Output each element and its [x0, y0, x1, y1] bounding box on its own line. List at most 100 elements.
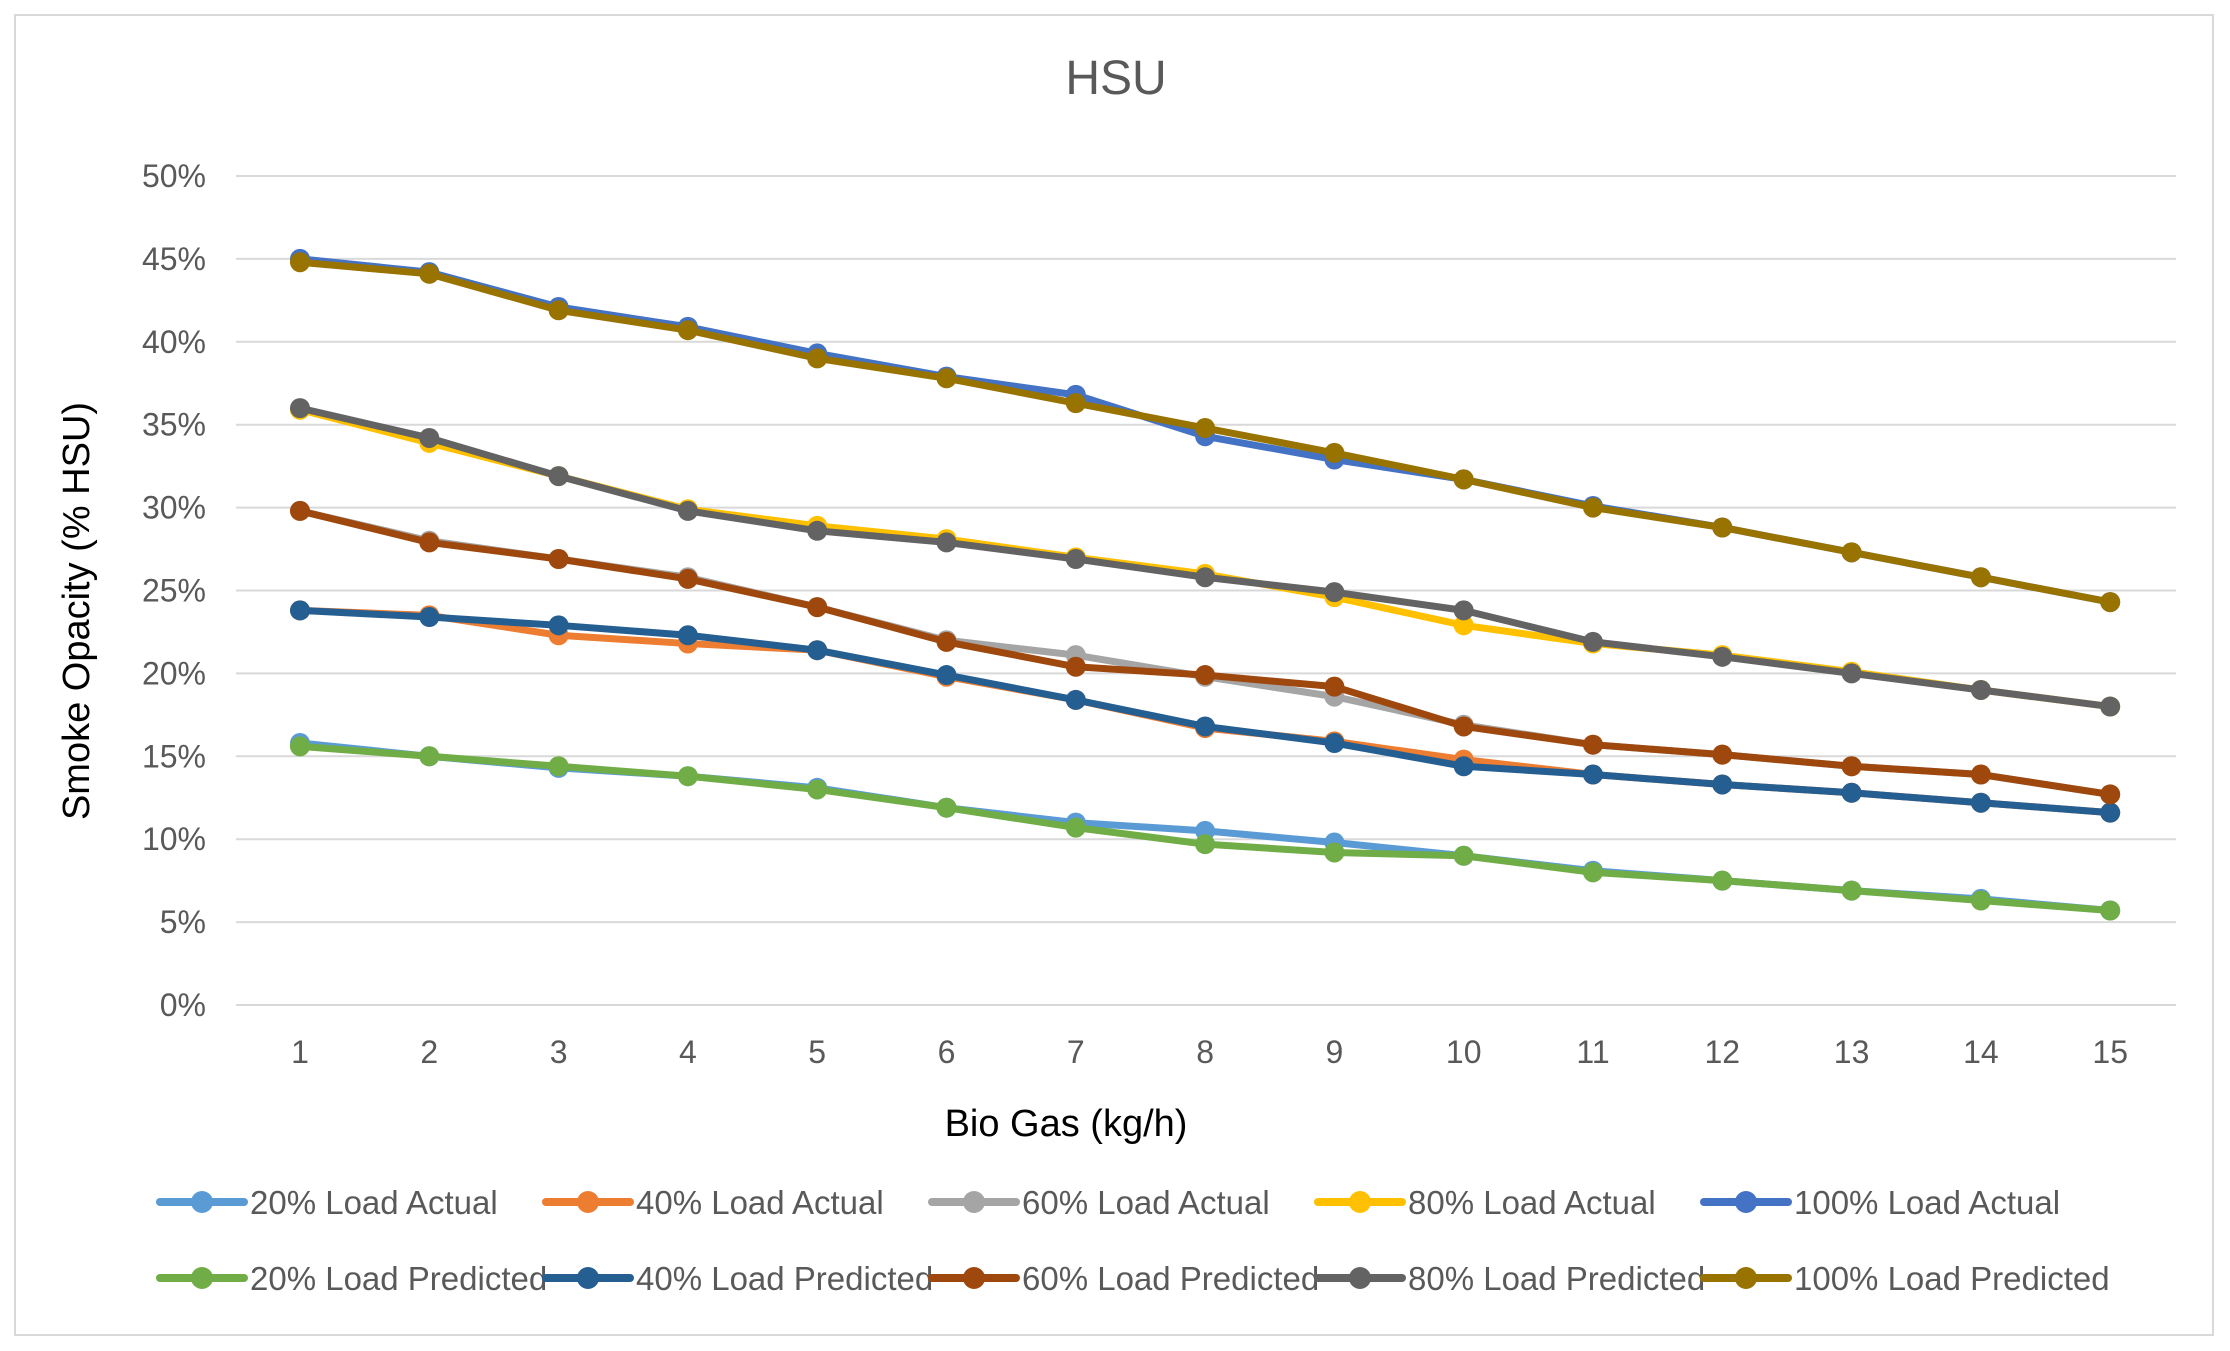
legend-swatch-marker [577, 1267, 599, 1289]
x-tick-label: 5 [808, 1034, 826, 1070]
y-tick-label: 20% [142, 655, 206, 691]
data-point [419, 607, 440, 628]
data-point [1453, 615, 1474, 636]
legend-item: 80% Load Actual [1314, 1184, 1656, 1221]
data-point [419, 263, 440, 284]
legend-label: 40% Load Actual [636, 1184, 884, 1221]
data-point [1324, 442, 1345, 463]
data-point [290, 736, 310, 757]
y-axis-title: Smoke Opacity (% HSU) [56, 402, 98, 820]
legend-item: 20% Load Predicted [156, 1260, 547, 1297]
x-tick-label: 4 [679, 1034, 697, 1070]
data-point [419, 532, 440, 553]
data-point [1970, 679, 1991, 700]
data-point [807, 520, 828, 541]
legend-item: 40% Load Predicted [542, 1260, 933, 1297]
data-point [1065, 689, 1086, 710]
data-point [1712, 744, 1733, 765]
data-point [1195, 834, 1216, 855]
data-point [1195, 567, 1216, 588]
data-point [936, 797, 957, 818]
x-tick-label: 14 [1963, 1034, 1999, 1070]
legend-item: 60% Load Predicted [928, 1260, 1319, 1297]
data-point [1970, 567, 1991, 588]
y-tick-label: 5% [160, 904, 206, 940]
data-point [1583, 734, 1603, 755]
y-tick-label: 10% [142, 821, 206, 857]
x-axis-ticks: 1 2 3 4 5 6 7 8 9 10 11 12 13 14 15 [291, 1034, 2128, 1070]
data-point [807, 640, 828, 661]
legend-swatch-marker [963, 1191, 985, 1213]
series-80-load-predicted [290, 398, 2121, 717]
data-point [677, 500, 698, 521]
data-point [1583, 862, 1603, 883]
data-point [677, 625, 698, 646]
data-point [1841, 542, 1862, 563]
y-tick-label: 30% [142, 490, 206, 526]
data-point [807, 348, 828, 369]
y-tick-label: 40% [142, 324, 206, 360]
data-point [290, 600, 310, 621]
data-point [419, 746, 440, 767]
data-point [1453, 716, 1474, 737]
data-point [677, 766, 698, 787]
legend-label: 20% Load Predicted [250, 1260, 547, 1297]
data-point [2100, 784, 2121, 805]
legend-label: 100% Load Actual [1794, 1184, 2060, 1221]
legend-swatch-marker [1349, 1191, 1371, 1213]
x-tick-label: 3 [550, 1034, 568, 1070]
data-point [1583, 631, 1603, 652]
data-point [1712, 870, 1733, 891]
x-tick-label: 15 [2092, 1034, 2128, 1070]
series-line [296, 606, 2114, 817]
y-tick-label: 0% [160, 987, 206, 1023]
x-tick-label: 6 [938, 1034, 956, 1070]
data-point [1065, 817, 1086, 838]
data-point [548, 466, 569, 487]
x-tick-label: 2 [420, 1034, 438, 1070]
series-100-load-predicted [290, 252, 2121, 613]
data-point [1712, 646, 1733, 667]
data-point [548, 548, 569, 569]
x-tick-label: 10 [1446, 1034, 1482, 1070]
legend-item: 80% Load Predicted [1314, 1260, 1705, 1297]
data-point [936, 665, 957, 686]
legend-swatch-marker [1349, 1267, 1371, 1289]
series-20-load-predicted [290, 736, 2121, 921]
data-point [1065, 656, 1086, 677]
data-point [548, 756, 569, 777]
y-tick-label: 45% [142, 241, 206, 277]
data-point [1841, 880, 1862, 901]
legend-item: 100% Load Predicted [1700, 1260, 2110, 1297]
legend-item: 20% Load Actual [156, 1184, 498, 1221]
y-axis-ticks: 0% 5% 10% 15% 20% 25% 30% 35% 40% 45% 50% [142, 158, 206, 1023]
data-point [1195, 418, 1216, 439]
series-60-load-predicted [290, 500, 2121, 805]
data-point [290, 500, 310, 521]
chart-title: HSU [1065, 52, 1166, 105]
data-point [1195, 716, 1216, 737]
data-point [2100, 802, 2121, 823]
data-point [1324, 842, 1345, 863]
data-point [1453, 756, 1474, 777]
data-point [2100, 696, 2121, 717]
legend-item: 40% Load Actual [542, 1184, 884, 1221]
data-point [677, 568, 698, 589]
data-point [1324, 733, 1345, 754]
x-tick-label: 13 [1834, 1034, 1870, 1070]
legend-label: 80% Load Actual [1408, 1184, 1656, 1221]
x-tick-label: 8 [1196, 1034, 1214, 1070]
y-tick-label: 25% [142, 573, 206, 609]
x-tick-label: 12 [1705, 1034, 1741, 1070]
series-40-load-predicted [290, 600, 2121, 823]
data-point [1712, 517, 1733, 538]
data-point [290, 398, 310, 419]
x-tick-label: 1 [291, 1034, 309, 1070]
data-point [1324, 582, 1345, 603]
series-line [296, 507, 2114, 798]
data-point [548, 615, 569, 636]
series-line [296, 606, 2114, 817]
data-point [1324, 676, 1345, 697]
